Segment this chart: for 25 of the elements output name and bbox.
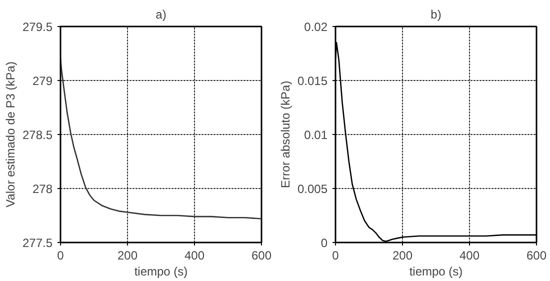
y-axis-title: Error absoluto (kPa) <box>278 80 292 188</box>
line-series <box>60 57 262 220</box>
y-tick-label: 0.005 <box>297 182 328 196</box>
x-tick-label: 600 <box>251 248 272 262</box>
y-tick-label: 0.02 <box>304 20 328 34</box>
x-axis-title: tiempo (s) <box>134 264 188 278</box>
x-tick-label: 0 <box>332 248 340 262</box>
x-tick-label: 0 <box>57 248 64 262</box>
y-tick-label: 279.5 <box>22 20 53 34</box>
y-tick-label: 279 <box>32 74 53 88</box>
x-tick-label: 400 <box>459 248 480 262</box>
y-tick-label: 278.5 <box>22 128 53 142</box>
y-axis-title: Valor estimado de P3 (kPa) <box>3 62 18 208</box>
x-tick-label: 600 <box>526 248 547 262</box>
x-axis-title: tiempo (s) <box>409 264 463 278</box>
chart-title: a) <box>156 8 166 22</box>
x-tick-label: 200 <box>117 248 138 262</box>
y-tick-label: 0.01 <box>304 128 328 142</box>
y-tick-label: 0.015 <box>297 74 328 88</box>
y-tick-label: 278 <box>32 182 53 196</box>
y-tick-label: 0 <box>320 236 328 250</box>
chart-title: b) <box>430 8 442 22</box>
x-tick-label: 400 <box>184 248 205 262</box>
x-tick-label: 200 <box>392 248 413 262</box>
y-tick-label: 277.5 <box>22 236 53 250</box>
